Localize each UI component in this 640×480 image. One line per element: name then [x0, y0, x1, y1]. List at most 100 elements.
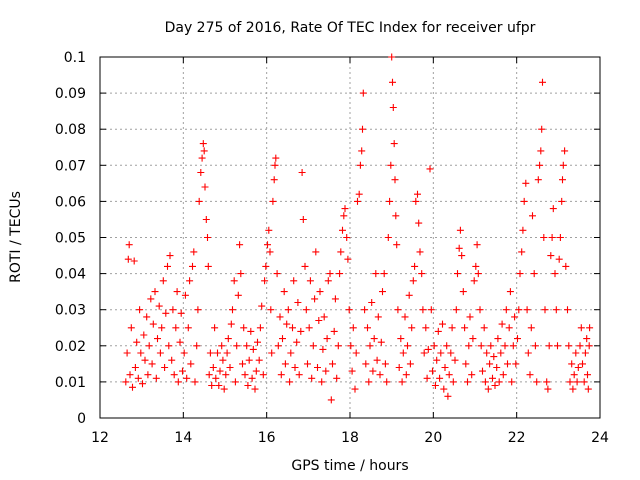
data-point [551, 270, 559, 278]
y-axis-label: ROTI / TECUs [8, 191, 24, 283]
data-point [306, 277, 314, 285]
data-point [137, 349, 145, 357]
data-point [247, 327, 255, 335]
data-point [552, 306, 560, 314]
data-point [308, 374, 316, 382]
data-point [368, 299, 376, 306]
y-tick-label: 0.06 [55, 194, 86, 210]
data-point [145, 342, 153, 350]
data-points [122, 53, 594, 404]
y-tick-label: 0.04 [55, 267, 86, 283]
data-point [505, 324, 513, 332]
data-point [176, 338, 184, 346]
data-point [376, 371, 384, 379]
data-point [448, 324, 456, 332]
data-point [461, 324, 469, 332]
data-point [223, 349, 231, 357]
data-point [570, 371, 578, 379]
data-point [343, 234, 351, 241]
data-point [508, 378, 516, 386]
data-point [424, 345, 432, 353]
data-point [584, 385, 592, 393]
y-tick-label: 0.05 [55, 231, 86, 247]
data-point [544, 385, 552, 393]
data-point [540, 234, 548, 241]
y-tick-label: 0 [77, 411, 86, 427]
data-point [249, 345, 257, 353]
data-point [483, 349, 491, 357]
data-point [539, 78, 546, 86]
data-point [383, 378, 391, 386]
data-point [426, 165, 434, 173]
data-point [309, 342, 317, 350]
data-point [201, 183, 209, 191]
data-point [298, 169, 306, 176]
data-point [243, 342, 251, 350]
data-point [427, 306, 435, 314]
data-point [529, 212, 536, 220]
data-point [224, 335, 232, 343]
data-point [339, 226, 346, 234]
data-point [464, 378, 471, 386]
data-point [165, 342, 173, 350]
data-point [506, 288, 514, 296]
data-point [562, 262, 570, 270]
data-point [431, 382, 439, 389]
data-point [200, 147, 208, 155]
data-point [220, 385, 228, 393]
data-point [184, 324, 192, 332]
data-point [455, 244, 463, 252]
data-point [579, 360, 586, 368]
data-point [154, 335, 161, 343]
data-point [122, 378, 130, 386]
data-point [361, 306, 369, 314]
data-point [486, 360, 494, 368]
data-point [523, 306, 531, 314]
data-point [304, 360, 311, 368]
data-point [434, 327, 442, 335]
data-point [586, 324, 594, 332]
data-point [559, 161, 567, 169]
data-point [374, 313, 382, 321]
data-point [318, 378, 326, 386]
data-point [534, 176, 542, 184]
data-point [283, 320, 291, 328]
data-point [515, 306, 523, 314]
data-point [547, 252, 555, 260]
data-point [326, 270, 334, 278]
data-point [565, 342, 573, 350]
data-point [466, 313, 474, 321]
data-point [281, 360, 289, 368]
data-point [241, 371, 249, 379]
data-point [555, 255, 563, 263]
data-point [451, 356, 459, 364]
data-point [314, 364, 321, 371]
data-point [380, 270, 388, 278]
data-point [219, 356, 227, 364]
data-point [218, 342, 226, 350]
data-point [443, 342, 451, 350]
y-tick-label: 0.07 [55, 158, 86, 174]
data-point [359, 125, 366, 133]
data-point [272, 154, 280, 162]
data-point [289, 324, 296, 332]
data-point [261, 277, 269, 285]
data-point [340, 212, 348, 220]
data-point [123, 349, 131, 357]
data-point [254, 338, 261, 346]
data-point [186, 277, 194, 285]
data-point [386, 197, 394, 205]
data-point [364, 324, 371, 332]
data-point [465, 342, 473, 350]
data-point [323, 335, 331, 343]
data-point [179, 367, 186, 375]
data-point [398, 378, 406, 386]
data-point [293, 338, 301, 346]
data-point [564, 306, 571, 314]
x-tick-label: 16 [258, 430, 276, 446]
data-point [274, 342, 282, 350]
data-point [405, 291, 413, 299]
data-point [148, 360, 156, 368]
data-point [130, 257, 138, 265]
